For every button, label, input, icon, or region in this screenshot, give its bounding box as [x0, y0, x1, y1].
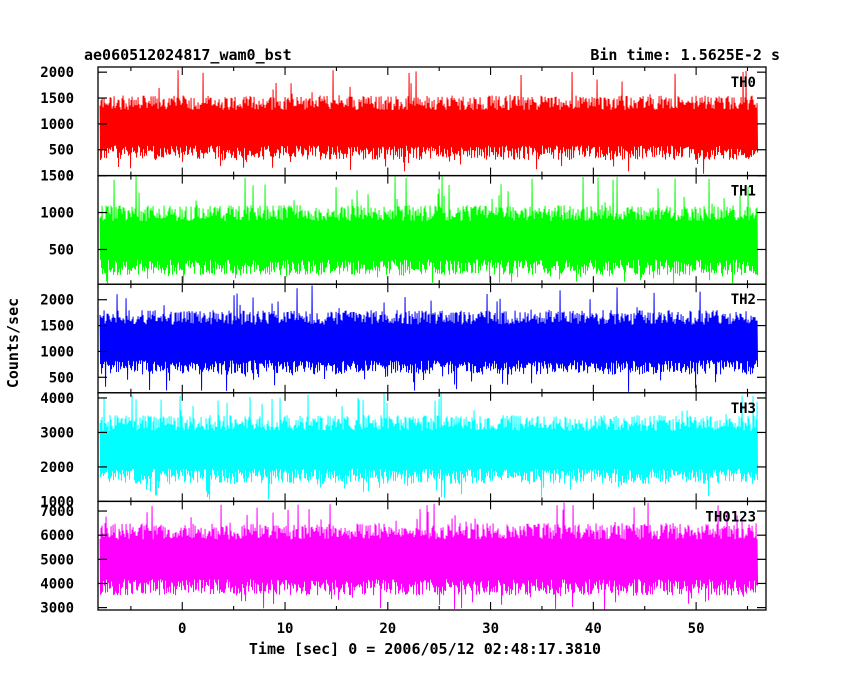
- x-tick-label: 50: [688, 621, 705, 637]
- panel-th3: 1000 2000 3000 4000 TH3: [40, 391, 767, 510]
- series-label-th2: TH2: [731, 292, 756, 308]
- plot-title: ae060512024817_wam0_bst: [84, 46, 292, 64]
- series-line-th3: [99, 393, 759, 500]
- y-tick-label: 4000: [40, 576, 74, 592]
- x-axis: 0 10 20 30 40 50: [178, 621, 704, 637]
- panel-th1: 500 1000 1500 TH1: [40, 169, 767, 285]
- y-tick-label: 1000: [40, 494, 74, 510]
- panels: 0 500 1000 1500 2000 TH0 500 1000 1500 TH1 500 1000…: [40, 65, 767, 617]
- y-tick-label: 1500: [40, 169, 74, 185]
- y-tick-label: 500: [49, 143, 74, 159]
- y-tick-label: 1500: [40, 91, 74, 107]
- series-label-th0123: TH0123: [705, 509, 756, 525]
- series-line-th0123: [99, 502, 759, 610]
- series-line-th0: [99, 70, 759, 174]
- panel-th2: 500 1000 1500 2000 TH2: [40, 283, 767, 394]
- y-tick-label: 5000: [40, 552, 74, 568]
- y-tick-label: 6000: [40, 528, 74, 544]
- x-tick-label: 20: [379, 621, 396, 637]
- y-tick-label: 500: [49, 370, 74, 386]
- x-tick-label: 40: [585, 621, 602, 637]
- y-tick-label: 2000: [40, 65, 74, 81]
- y-tick-label: 1000: [40, 117, 74, 133]
- y-tick-label: 3000: [40, 425, 74, 441]
- series-line-th2: [99, 285, 759, 392]
- series-label-th0: TH0: [731, 75, 756, 91]
- y-tick-label: 500: [49, 242, 74, 258]
- x-axis-label: Time [sec] 0 = 2006/05/12 02:48:17.3810: [249, 640, 601, 658]
- y-tick-label: 1000: [40, 344, 74, 360]
- y-tick-label: 1500: [40, 319, 74, 335]
- x-tick-label: 10: [277, 621, 294, 637]
- x-tick-label: 0: [178, 621, 186, 637]
- x-tick-label: 30: [482, 621, 499, 637]
- y-tick-label: 3000: [40, 601, 74, 617]
- y-tick-label: 2000: [40, 460, 74, 476]
- panel-th0123: 3000 4000 5000 6000 7000 TH0123: [40, 500, 767, 617]
- series-label-th1: TH1: [731, 184, 756, 200]
- y-tick-label: 4000: [40, 391, 74, 407]
- series-label-th3: TH3: [731, 401, 756, 417]
- panel-frame: [97, 500, 767, 611]
- y-tick-label: 7000: [40, 504, 74, 520]
- bin-time-label: Bin time: 1.5625E-2 s: [590, 46, 780, 64]
- y-axis-label: Counts/sec: [4, 298, 22, 388]
- y-tick-label: 1000: [40, 206, 74, 222]
- y-tick-label: 0: [66, 169, 74, 185]
- y-tick-label: 2000: [40, 293, 74, 309]
- panel-th0: 0 500 1000 1500 2000 TH0: [40, 65, 767, 185]
- series-line-th1: [99, 175, 759, 285]
